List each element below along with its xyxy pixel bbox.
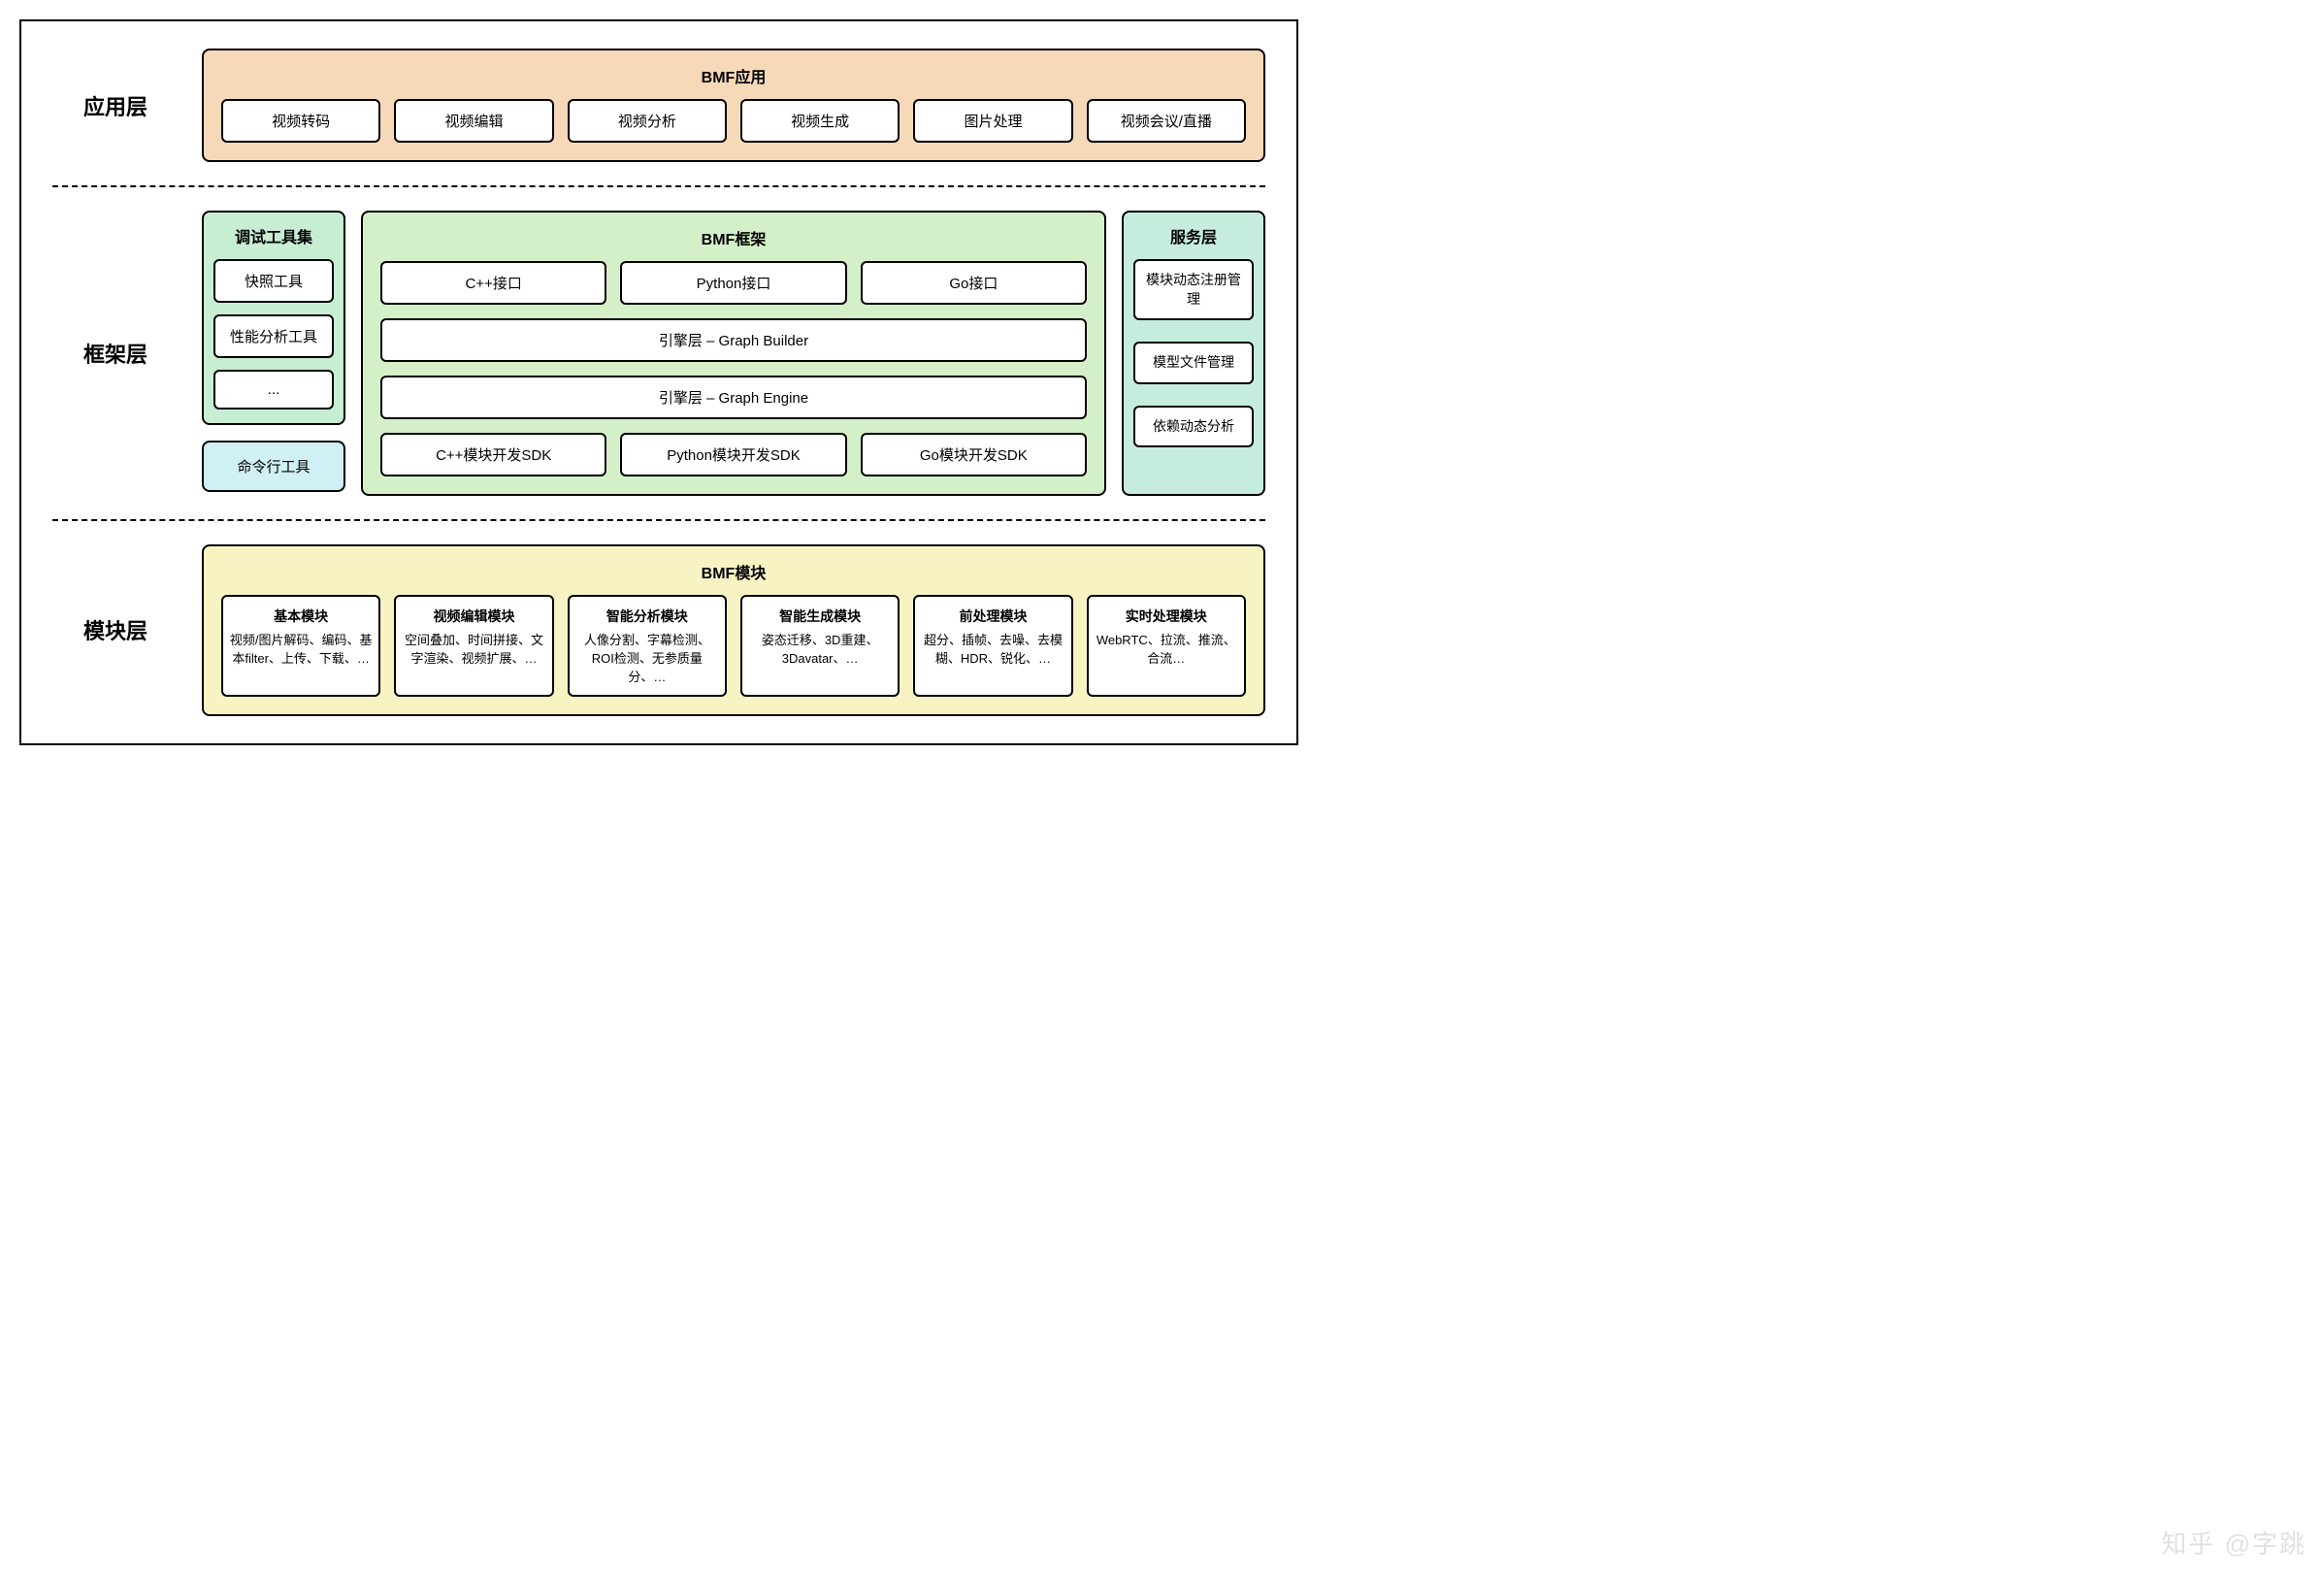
panel-title-debug: 调试工具集 <box>213 224 334 247</box>
fw-graph-builder: 引擎层 – Graph Builder <box>380 318 1087 362</box>
cli-tool-box: 命令行工具 <box>202 441 345 492</box>
module-card-title: 智能生成模块 <box>748 607 892 626</box>
layer-app: 应用层 BMF应用 视频转码视频编辑视频分析视频生成图片处理视频会议/直播 <box>52 49 1265 162</box>
architecture-diagram: 应用层 BMF应用 视频转码视频编辑视频分析视频生成图片处理视频会议/直播 框架… <box>19 19 1298 745</box>
fw-graph-engine: 引擎层 – Graph Engine <box>380 376 1087 419</box>
app-item: 视频分析 <box>568 99 727 143</box>
panel-title-service: 服务层 <box>1133 224 1254 247</box>
fw-interface-item: C++接口 <box>380 261 606 305</box>
module-card-desc: 人像分割、字幕检测、ROI检测、无参质量分、… <box>575 632 719 687</box>
layer-label-app: 应用层 <box>52 90 179 121</box>
module-card-desc: 姿态迁移、3D重建、3Davatar、… <box>748 632 892 669</box>
module-card-desc: 空间叠加、时间拼接、文字渲染、视频扩展、… <box>402 632 545 669</box>
debug-item: ... <box>213 370 334 410</box>
panel-title-module: BMF模块 <box>221 560 1246 583</box>
module-card-desc: 超分、插帧、去噪、去模糊、HDR、锐化、… <box>921 632 1064 669</box>
module-card: 智能生成模块姿态迁移、3D重建、3Davatar、… <box>740 595 900 697</box>
service-item: 依赖动态分析 <box>1133 406 1254 448</box>
fw-interface-row: C++接口 Python接口 Go接口 <box>380 261 1087 305</box>
module-card: 视频编辑模块空间叠加、时间拼接、文字渲染、视频扩展、… <box>394 595 553 697</box>
debug-item: 快照工具 <box>213 259 334 303</box>
module-card-title: 前处理模块 <box>921 607 1064 626</box>
panel-bmf-framework: BMF框架 C++接口 Python接口 Go接口 引擎层 – Graph Buil… <box>361 211 1106 496</box>
service-item-col: 模块动态注册管理模型文件管理依赖动态分析 <box>1133 259 1254 447</box>
fw-sdk-row: C++模块开发SDK Python模块开发SDK Go模块开发SDK <box>380 433 1087 476</box>
module-card: 基本模块视频/图片解码、编码、基本filter、上传、下载、… <box>221 595 380 697</box>
panel-debug-tools: 调试工具集 快照工具性能分析工具... <box>202 211 345 425</box>
divider-2 <box>52 519 1265 521</box>
module-card-row: 基本模块视频/图片解码、编码、基本filter、上传、下载、…视频编辑模块空间叠… <box>221 595 1246 697</box>
module-card: 前处理模块超分、插帧、去噪、去模糊、HDR、锐化、… <box>913 595 1072 697</box>
module-card-desc: 视频/图片解码、编码、基本filter、上传、下载、… <box>229 632 373 669</box>
layer-label-framework: 框架层 <box>52 338 179 369</box>
module-card: 智能分析模块人像分割、字幕检测、ROI检测、无参质量分、… <box>568 595 727 697</box>
module-card-desc: WebRTC、拉流、推流、合流… <box>1095 632 1238 669</box>
panel-title-app: BMF应用 <box>221 64 1246 87</box>
panel-service: 服务层 模块动态注册管理模型文件管理依赖动态分析 <box>1122 211 1265 496</box>
panel-bmf-module: BMF模块 基本模块视频/图片解码、编码、基本filter、上传、下载、…视频编… <box>202 544 1265 716</box>
service-item: 模型文件管理 <box>1133 342 1254 384</box>
panel-bmf-app: BMF应用 视频转码视频编辑视频分析视频生成图片处理视频会议/直播 <box>202 49 1265 162</box>
service-item: 模块动态注册管理 <box>1133 259 1254 320</box>
divider-1 <box>52 185 1265 187</box>
framework-left-col: 调试工具集 快照工具性能分析工具... 命令行工具 <box>202 211 345 496</box>
app-item: 视频转码 <box>221 99 380 143</box>
layer-framework: 框架层 调试工具集 快照工具性能分析工具... 命令行工具 BMF框架 C <box>52 211 1265 496</box>
app-item: 视频编辑 <box>394 99 553 143</box>
module-card-title: 基本模块 <box>229 607 373 626</box>
app-item: 图片处理 <box>913 99 1072 143</box>
fw-sdk-item: Go模块开发SDK <box>861 433 1087 476</box>
module-card-title: 智能分析模块 <box>575 607 719 626</box>
fw-interface-item: Go接口 <box>861 261 1087 305</box>
fw-sdk-item: Python模块开发SDK <box>620 433 846 476</box>
app-item: 视频生成 <box>740 99 900 143</box>
module-card-title: 视频编辑模块 <box>402 607 545 626</box>
fw-interface-item: Python接口 <box>620 261 846 305</box>
module-card: 实时处理模块 WebRTC、拉流、推流、合流… <box>1087 595 1246 697</box>
debug-item: 性能分析工具 <box>213 314 334 358</box>
app-item-row: 视频转码视频编辑视频分析视频生成图片处理视频会议/直播 <box>221 99 1246 143</box>
debug-item-col: 快照工具性能分析工具... <box>213 259 334 410</box>
panel-title-framework: BMF框架 <box>380 226 1087 249</box>
watermark: 知乎 @字跳 <box>2161 1525 2307 1560</box>
layer-module: 模块层 BMF模块 基本模块视频/图片解码、编码、基本filter、上传、下载、… <box>52 544 1265 716</box>
app-item: 视频会议/直播 <box>1087 99 1246 143</box>
module-card-title: 实时处理模块 <box>1095 607 1238 626</box>
layer-label-module: 模块层 <box>52 614 179 645</box>
fw-sdk-item: C++模块开发SDK <box>380 433 606 476</box>
